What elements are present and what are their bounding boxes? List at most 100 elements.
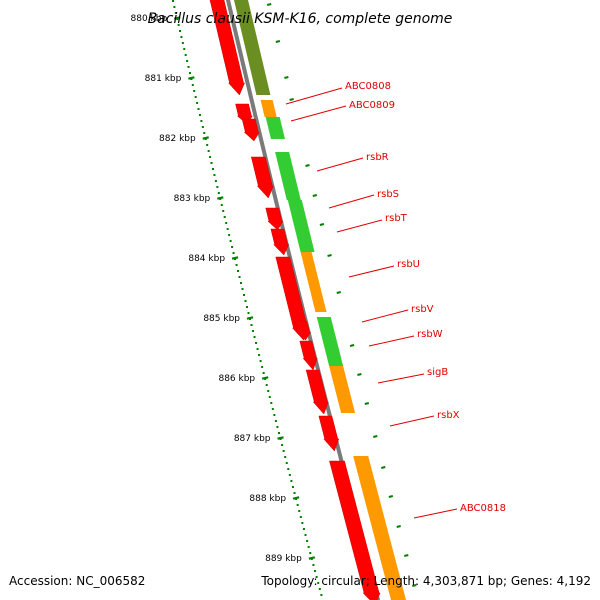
kbp-tick-mark <box>231 256 239 260</box>
gene-label-leader <box>389 415 435 427</box>
outer-ring-dash <box>266 3 272 6</box>
scale-dot <box>207 150 210 152</box>
scale-dot <box>250 324 253 326</box>
scale-dot <box>183 48 186 50</box>
scale-dot <box>235 264 238 266</box>
outer-ring-dash <box>396 525 401 528</box>
gene-cog-block <box>316 317 344 366</box>
gene-label-text: rsbU <box>397 259 420 270</box>
scale-dot <box>255 342 258 344</box>
gene-label-text: ABC0808 <box>345 81 391 92</box>
scale-dot <box>180 36 183 38</box>
gene-label: sigB <box>377 367 448 384</box>
scale-dot <box>214 180 217 182</box>
gene-label-text: ABC0809 <box>349 100 395 111</box>
scale-dot <box>285 462 288 464</box>
scale-dot <box>259 360 262 362</box>
gene-label: rsbR <box>316 152 389 172</box>
scale-dot <box>296 504 299 506</box>
outer-ring-dash <box>404 554 409 557</box>
kbp-tick-mark <box>188 76 195 80</box>
gene-label-text: rsbS <box>377 189 399 200</box>
scale-dot <box>306 540 309 542</box>
gene-label-text: rsbW <box>417 329 443 340</box>
scale-dot <box>244 300 247 302</box>
scale-dot <box>196 102 199 104</box>
scale-dot <box>220 204 223 206</box>
scale-dot <box>281 444 284 446</box>
scale-dot <box>200 120 203 122</box>
kbp-tick-mark <box>202 136 209 140</box>
outer-ring-dash <box>275 40 281 43</box>
kbp-tick: 889 kbp <box>265 554 316 564</box>
kbp-tick-mark <box>246 316 254 320</box>
scale-dot <box>271 408 274 410</box>
gene-arrow <box>209 0 245 96</box>
scale-dot <box>197 108 200 110</box>
scale-dot <box>267 390 270 392</box>
gene-cog-block <box>294 228 315 252</box>
scale-dot <box>243 294 245 296</box>
scale-dot <box>301 522 304 524</box>
gene-label: ABC0818 <box>413 503 506 519</box>
scale-dot <box>194 96 197 98</box>
kbp-tick: 886 kbp <box>218 374 269 384</box>
gene-cog-block <box>265 117 285 139</box>
scale-dot <box>201 126 204 128</box>
kbp-tick: 885 kbp <box>203 314 254 324</box>
scale-dot <box>270 402 273 404</box>
gene-arrow <box>270 228 290 256</box>
outer-ring-dash <box>349 344 355 347</box>
scale-dot <box>247 312 250 314</box>
scale-dot <box>184 54 187 56</box>
scale-dot <box>302 528 305 530</box>
scale-dot <box>216 186 219 188</box>
gene-label-text: rsbV <box>411 304 434 315</box>
kbp-tick-mark <box>217 196 224 200</box>
scale-dot <box>193 90 196 92</box>
scale-dot <box>299 516 302 518</box>
outer-ring-dash <box>388 495 394 498</box>
scale-dot <box>253 336 256 338</box>
scale-dot <box>191 84 194 86</box>
gene-label: rsbW <box>368 329 443 347</box>
scale-dot <box>203 132 206 134</box>
gene-label-leader <box>361 309 409 323</box>
scale-dot <box>287 468 290 470</box>
gene-cog-block <box>353 456 407 600</box>
kbp-tick: 881 kbp <box>145 74 195 84</box>
scale-dot <box>262 372 265 374</box>
scale-dot <box>265 384 268 386</box>
scale-dot <box>172 0 174 2</box>
scale-dot <box>181 42 184 44</box>
scale-dot <box>256 348 259 350</box>
scale-dot <box>320 594 323 596</box>
kbp-tick-mark <box>277 436 284 440</box>
gene-label: rsbX <box>389 410 460 427</box>
outer-ring-dash <box>305 164 310 167</box>
kbp-tick-label: 880 kbp <box>131 14 168 24</box>
gene-label-text: rsbT <box>385 213 408 224</box>
gene-label-leader <box>290 105 347 122</box>
scale-dot <box>187 66 190 68</box>
scale-dot <box>258 354 261 356</box>
genome-summary-text: Topology: circular; Length: 4,303,871 bp… <box>261 574 591 588</box>
scale-dot <box>188 72 191 74</box>
scale-dot <box>291 486 294 488</box>
gene-label: rsbS <box>328 189 399 209</box>
gene-label: rsbU <box>348 259 420 278</box>
scale-dot <box>276 426 279 428</box>
scale-dot <box>174 12 177 14</box>
gene-cog-block <box>234 0 271 95</box>
scale-dot <box>232 252 235 254</box>
scale-dot <box>173 6 176 8</box>
gene-arrow <box>299 340 318 371</box>
gene-arrow <box>294 320 312 341</box>
scale-dot <box>213 174 216 176</box>
kbp-tick-label: 883 kbp <box>174 194 211 204</box>
gene-cog-block <box>260 100 277 117</box>
scale-dot <box>290 480 293 482</box>
gene-label: ABC0808 <box>285 81 391 105</box>
scale-dot <box>246 306 248 308</box>
